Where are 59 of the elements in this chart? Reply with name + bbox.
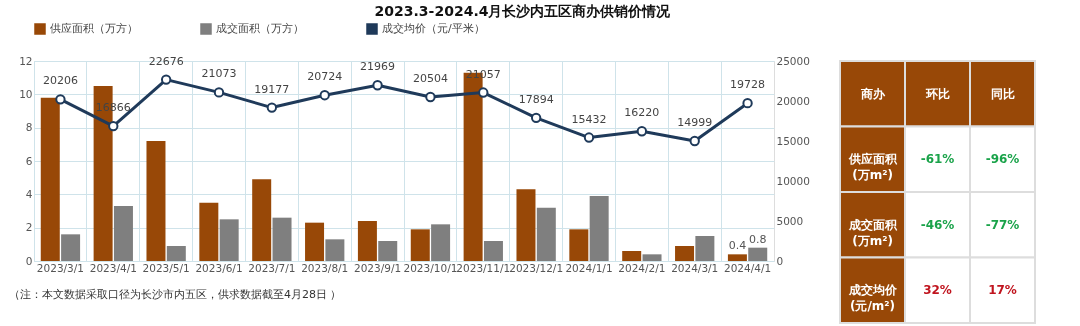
x-tick-label: 2023/4/1 (89, 261, 137, 274)
data-label: 22676 (148, 54, 184, 68)
category-label: 成交面积 (万m²) (848, 217, 897, 248)
y-tick-label: 4 (25, 187, 33, 200)
data-label: 14999 (677, 116, 713, 130)
x-tick-label: 2023/9/1 (353, 261, 402, 274)
data-label: 20206 (42, 74, 78, 88)
x-tick-label: 2024/1/1 (565, 261, 613, 274)
y2-tick-label: 5000 (776, 214, 804, 227)
x-tick-label: 2023/6/1 (195, 261, 243, 274)
y2-tick-label: 20000 (776, 94, 810, 107)
data-label: 0.4 (728, 239, 747, 253)
legend-label: 成交面积（万方） (216, 22, 304, 35)
text: 17% (988, 283, 1017, 298)
y-tick-label: 2 (25, 221, 33, 234)
x-tick-label: 2024/3/1 (671, 261, 719, 274)
data-label: 20504 (412, 71, 448, 85)
text: -61% (920, 152, 955, 167)
text: -46% (920, 217, 955, 232)
y-tick-label: 12 (19, 54, 33, 67)
category-label: 环比 (924, 86, 950, 101)
x-tick-label: 2024/2/1 (618, 261, 666, 274)
data-label: 15432 (571, 112, 607, 126)
y2-tick-label: 10000 (776, 174, 810, 187)
legend-label: 成交均价（元/平米） (382, 22, 485, 35)
y-tick-label: 8 (25, 121, 33, 134)
data-label: 21969 (360, 60, 396, 74)
data-label: 21073 (201, 67, 237, 81)
y2-tick-label: 0 (776, 254, 784, 267)
text: -96% (985, 152, 1020, 167)
data-label: 17894 (518, 92, 554, 106)
data-label: 19177 (254, 82, 290, 96)
text: 商办 (859, 86, 886, 101)
data-label: 0.8 (748, 232, 767, 246)
x-tick-label: 2023/3/1 (36, 261, 85, 274)
text: -77% (985, 217, 1020, 232)
y2-tick-label: 25000 (776, 54, 810, 67)
category-label: 供应面积 (万m²) (848, 152, 897, 183)
x-tick-label: 2023/5/1 (142, 261, 190, 274)
x-tick-label: 2023/11/1 (456, 261, 511, 274)
x-tick-label: 2023/8/1 (301, 261, 349, 274)
x-tick-label: 2023/10/1 (403, 261, 458, 274)
x-tick-label: 2024/4/1 (723, 261, 772, 274)
y-tick-label: 0 (25, 254, 33, 267)
y-tick-label: 6 (25, 154, 33, 167)
category-label: 同比 (990, 86, 1015, 101)
category-label: 成交均价 (元/m²) (848, 283, 897, 314)
data-label: 20724 (307, 70, 343, 84)
y2-tick-label: 15000 (776, 134, 810, 147)
data-label: 21057 (465, 67, 501, 81)
text: 32% (923, 283, 952, 298)
text: （注：本文数据采取口径为长沙市内五区，供求数据截至4月28日 ） (9, 288, 342, 301)
data-label: 16220 (624, 106, 660, 120)
y-tick-label: 10 (19, 87, 33, 100)
data-label: 19728 (730, 78, 766, 92)
chart-title: 2023.3-2024.4月长沙内五区商办供销价情况 (374, 3, 672, 19)
x-tick-label: 2023/12/1 (509, 261, 564, 274)
x-tick-label: 2023/7/1 (248, 261, 296, 274)
legend-label: 供应面积（万方） (50, 22, 138, 35)
